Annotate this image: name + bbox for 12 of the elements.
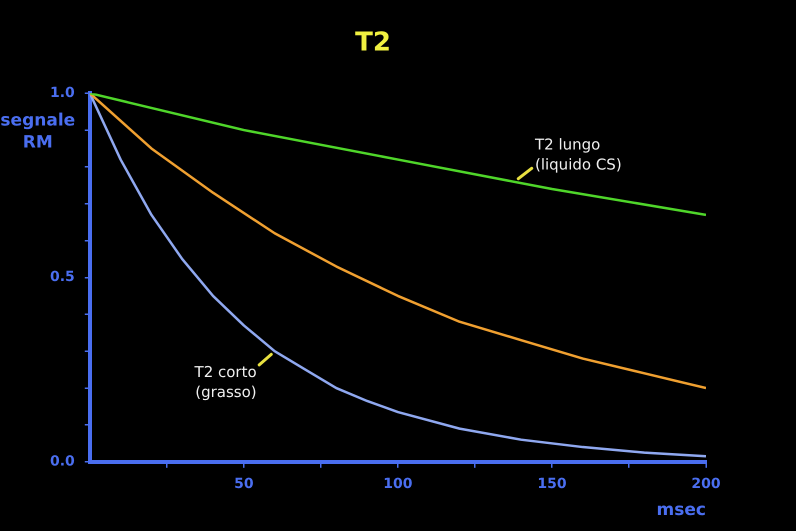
annotation: T2 lungo (liquido CS) [534, 136, 622, 174]
y-tick-label: 0.0 [50, 453, 76, 470]
x-axis-title: msec [656, 500, 706, 520]
x-tick-label: 150 [537, 476, 567, 492]
y-tick-label: 0.5 [50, 269, 75, 286]
x-tick-label: 200 [691, 476, 721, 492]
x-tick-label: 50 [234, 476, 254, 492]
chart-title: T2 [355, 27, 391, 58]
y-axis-title: segnale RM [0, 110, 76, 153]
y-tick-label: 1.0 [50, 84, 76, 101]
annotation: T2 corto (grasso) [194, 363, 257, 402]
x-tick-label: 100 [383, 476, 413, 492]
